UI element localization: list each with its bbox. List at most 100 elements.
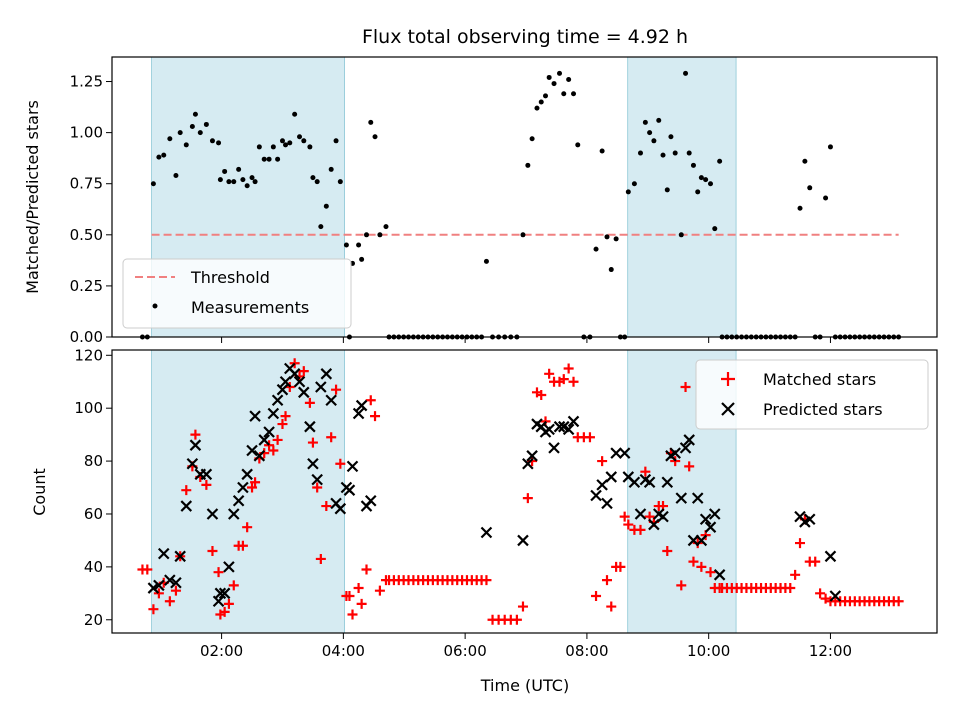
predicted-star-point	[263, 426, 275, 438]
matched-star-point	[250, 477, 261, 488]
matched-star-point	[148, 604, 159, 615]
measurement-point	[161, 152, 167, 158]
bottom-legend: Matched stars Predicted stars	[695, 359, 929, 430]
predicted-star-point	[562, 423, 575, 436]
predicted-star-point	[643, 476, 656, 489]
x-tick-label: 08:00	[565, 642, 608, 660]
x-tick-label: 06:00	[444, 642, 487, 660]
measurement-point	[698, 175, 704, 181]
measurement-point	[827, 144, 833, 150]
matched-star-point	[142, 564, 153, 575]
bottom-legend-box	[695, 359, 929, 430]
predicted-star-point	[553, 420, 566, 433]
matched-star-point	[223, 598, 234, 609]
measurement-point	[690, 162, 696, 168]
measurement-point	[557, 70, 563, 76]
measurement-point	[678, 232, 684, 238]
matched-star-point	[237, 540, 248, 551]
matched-star-point	[326, 432, 337, 443]
matched-star-point	[228, 580, 239, 591]
measurement-point	[231, 179, 237, 185]
measurement-point	[359, 256, 365, 262]
measurement-point	[249, 175, 255, 181]
matched-star-point	[365, 395, 376, 406]
predicted-star-point	[605, 471, 618, 483]
matched-star-point	[268, 445, 279, 456]
measurement-point	[551, 81, 557, 87]
predicted-star-point	[304, 420, 316, 433]
predicted-star-point	[157, 547, 170, 560]
predicted-star-point	[186, 457, 199, 470]
predicted-star-point	[829, 590, 842, 602]
measurement-point	[318, 224, 324, 230]
measurement-point	[203, 121, 209, 127]
measurement-point	[197, 130, 203, 136]
matched-star-point	[264, 440, 275, 451]
predicted-star-point	[355, 399, 368, 412]
matched-star-point	[344, 590, 355, 601]
predicted-star-point	[704, 521, 717, 533]
predicted-star-point	[480, 526, 493, 539]
measurement-point	[323, 203, 329, 209]
measurements-legend-label: Measurements	[191, 298, 309, 317]
predicted-star-point	[237, 481, 249, 494]
measurement-point	[593, 246, 599, 252]
matched-star-point	[190, 429, 201, 440]
matched-star-point	[606, 601, 617, 612]
predicted-star-point	[253, 450, 266, 462]
predicted-star-point	[288, 368, 301, 380]
measurement-point	[222, 168, 228, 174]
matched-star-point	[312, 482, 323, 493]
predicted-star-point	[164, 574, 176, 586]
measurement-point	[717, 158, 723, 164]
measurement-point	[368, 119, 374, 125]
measurement-point	[647, 130, 653, 136]
measurement-point	[651, 138, 657, 144]
predicted-star-point	[699, 513, 712, 526]
y-tick-label: 0.00	[70, 328, 103, 346]
measurement-point	[664, 187, 670, 193]
predicted-star-point	[683, 434, 695, 446]
measurement-point	[236, 166, 242, 172]
measurement-point	[279, 138, 285, 144]
matched-star-point	[289, 358, 300, 369]
predicted-star-point	[590, 489, 602, 502]
measurement-point	[270, 144, 276, 150]
top-legend: Threshold Measurements	[122, 258, 352, 329]
measurement-point	[383, 224, 389, 230]
measurement-point	[802, 158, 808, 164]
measurement-point	[256, 144, 262, 150]
measurement-point	[520, 232, 526, 238]
matched-star-point	[304, 397, 315, 408]
matched-star-point	[527, 456, 538, 467]
matched-star-point	[170, 585, 181, 596]
matched-star-point	[207, 546, 218, 557]
matched-star-point	[335, 458, 346, 469]
matched-star-point	[584, 432, 595, 443]
measurement-point	[599, 148, 605, 154]
top-legend-box	[122, 258, 352, 329]
measurement-point	[604, 234, 610, 240]
matched-star-point	[602, 575, 612, 586]
matched-star-point	[615, 561, 626, 572]
predicted-star-point	[343, 484, 356, 496]
predicted-star-point	[174, 550, 186, 563]
predicted-star-point	[824, 550, 837, 563]
predicted-star-point	[223, 561, 235, 573]
measurement-point	[377, 232, 383, 238]
predicted-star-point	[311, 473, 323, 486]
measurement-point	[695, 189, 701, 195]
predicted-star-point	[334, 502, 347, 515]
matched-star-point	[662, 546, 673, 557]
matched-star-point	[219, 606, 230, 617]
matched-star-point	[619, 511, 630, 522]
measurement-point	[167, 136, 173, 142]
measurement-point	[266, 156, 272, 162]
matched-star-point	[696, 561, 707, 572]
matched-star-point	[568, 376, 579, 387]
y-tick-label: 0.75	[70, 175, 103, 193]
measurement-point	[192, 111, 198, 117]
measurement-point	[543, 93, 549, 99]
matched-star-point	[153, 588, 164, 599]
measurement-point	[660, 152, 666, 158]
